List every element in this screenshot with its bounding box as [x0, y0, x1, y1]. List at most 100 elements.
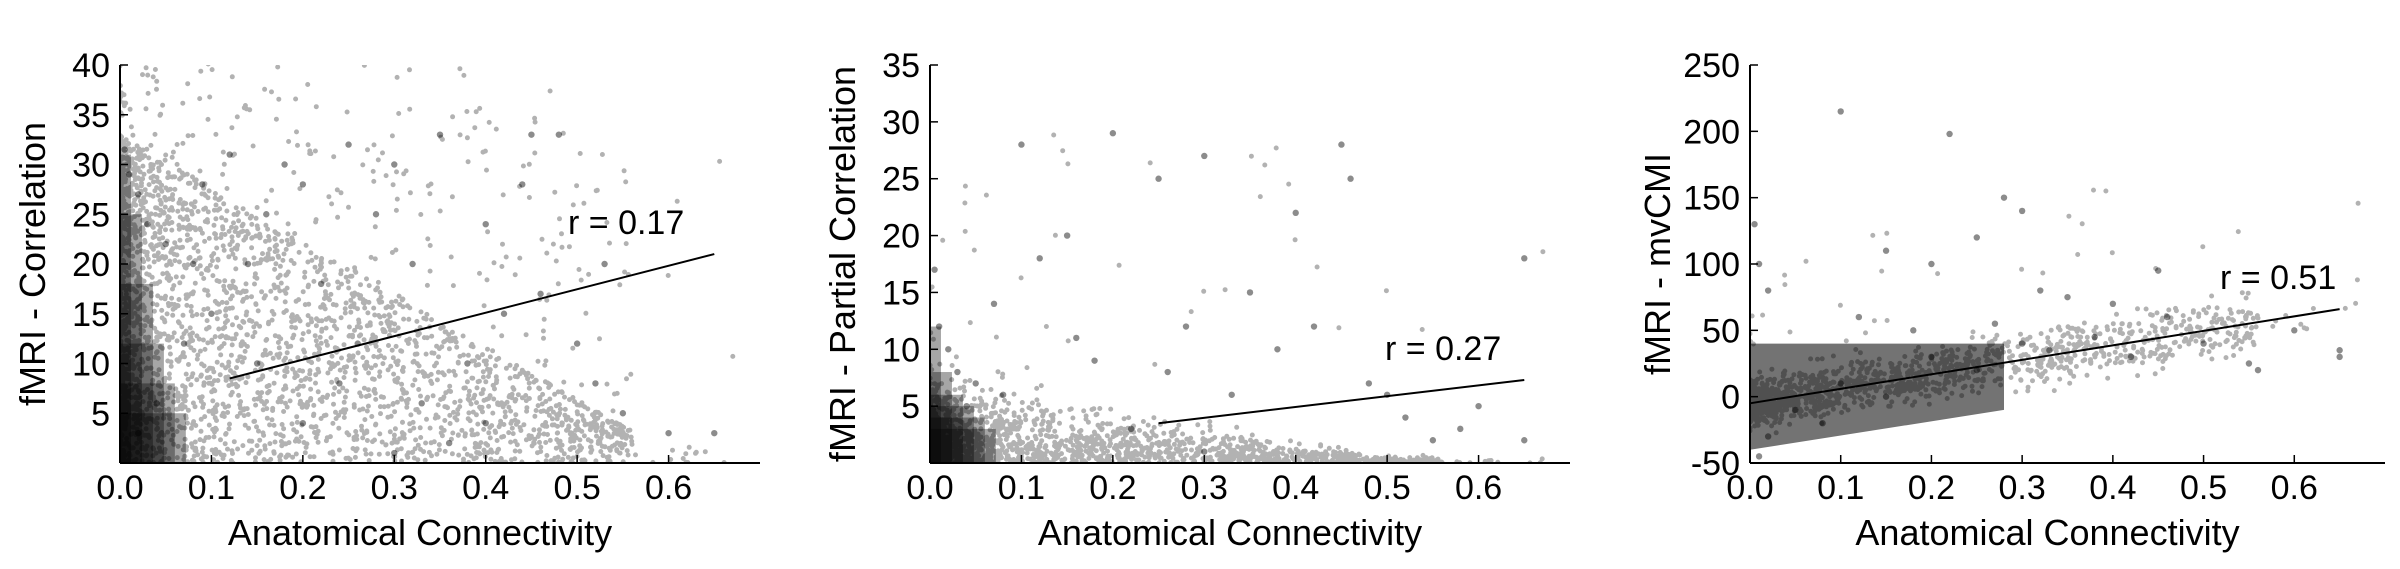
data-point: [1973, 366, 1980, 374]
data-point: [665, 429, 672, 437]
regression-line: [1749, 308, 2340, 405]
data-point: [1973, 234, 1980, 241]
data-point: [1347, 175, 1354, 182]
data-point: [1246, 289, 1254, 296]
dense-core: [930, 428, 996, 463]
data-point: [1402, 414, 1409, 421]
data-point: [1228, 391, 1235, 398]
data-point: [2109, 300, 2117, 307]
data-point: [537, 290, 544, 298]
data-point: [931, 266, 938, 273]
data-point: [1429, 437, 1437, 444]
data-point: [711, 429, 718, 437]
data-point: [619, 410, 627, 417]
y-tick-label: 20: [882, 218, 920, 256]
data-point: [1310, 323, 1318, 330]
data-point: [1091, 357, 1098, 364]
data-point: [436, 131, 444, 138]
y-tick-label: 35: [72, 97, 110, 135]
y-tick-label: 10: [72, 346, 110, 384]
correlation-annotation: r = 0.51: [2220, 259, 2336, 297]
data-point: [1164, 368, 1171, 376]
data-point: [2018, 340, 2026, 347]
data-point: [1910, 327, 1917, 334]
point-cloud: [930, 132, 1546, 463]
x-tick-label: 0.3: [1999, 469, 2046, 507]
data-point: [1819, 420, 1826, 427]
data-point: [1991, 320, 1999, 327]
x-tick-label: 0.5: [554, 469, 601, 507]
point-cloud-dots: [930, 132, 1546, 463]
x-tick-label: 0.0: [1726, 469, 1773, 507]
y-tick-label: 0: [1721, 379, 1740, 417]
data-point: [945, 346, 952, 353]
data-point: [1792, 406, 1799, 414]
x-axis-title: Anatomical Connectivity: [228, 512, 612, 553]
data-point: [345, 141, 352, 148]
x-axis-title: Anatomical Connectivity: [1038, 512, 1422, 553]
data-point: [990, 300, 998, 307]
data-point: [2200, 340, 2207, 347]
data-point: [1837, 108, 1844, 115]
data-point: [135, 191, 142, 198]
data-point: [1882, 247, 1890, 254]
data-point: [972, 380, 979, 387]
y-tick-label: 200: [1683, 113, 1740, 151]
data-point: [199, 181, 206, 188]
y-tick-label: 25: [882, 161, 920, 199]
data-point: [445, 439, 453, 447]
data-point: [1109, 130, 1117, 137]
data-point: [317, 280, 325, 288]
data-point: [189, 260, 197, 268]
x-tick-label: 0.4: [1272, 469, 1319, 507]
dense-core: [120, 383, 175, 463]
data-point: [2037, 287, 2044, 294]
y-tick-label: 5: [901, 388, 920, 426]
data-point: [1365, 380, 1373, 387]
data-point: [391, 449, 398, 457]
y-tick-label: 100: [1683, 246, 1740, 284]
data-point: [1521, 255, 1528, 262]
y-tick-label: 150: [1683, 180, 1740, 218]
point-cloud: [120, 65, 736, 463]
data-point: [2291, 327, 2298, 334]
data-point: [391, 161, 398, 168]
x-tick-label: 0.2: [279, 469, 326, 507]
data-point: [244, 260, 252, 268]
data-point: [2336, 347, 2343, 354]
data-point: [336, 380, 343, 387]
data-point: [1837, 380, 1844, 387]
data-point: [1457, 425, 1464, 433]
dense-core: [930, 326, 941, 463]
y-axis-title: fMRI - Partial Correlation: [822, 66, 863, 462]
x-tick-label: 0.6: [1455, 469, 1502, 507]
data-point: [1155, 175, 1162, 182]
data-point: [464, 360, 471, 367]
y-axis-title: fMRI - mvCMI: [1637, 153, 1678, 375]
x-tick-label: 0.3: [1181, 469, 1228, 507]
x-tick-label: 0.5: [1364, 469, 1411, 507]
data-point: [555, 131, 563, 138]
data-point: [1755, 453, 1763, 460]
y-tick-label: 30: [72, 147, 110, 185]
x-tick-label: 0.4: [462, 469, 509, 507]
data-point: [1036, 255, 1043, 262]
x-tick-label: 0.2: [1908, 469, 1955, 507]
x-tick-label: 0.0: [906, 469, 953, 507]
data-point: [2000, 194, 2008, 201]
scatter-panel-1: 0.0 0.1 0.2 0.3 0.4 0.5 0.6 5 10 15 20 25 30 35 40 Anat…: [12, 47, 760, 553]
data-point: [1946, 130, 1953, 138]
data-point: [2245, 360, 2253, 367]
dense-band: [1750, 343, 2004, 450]
x-tick-label: 0.6: [2271, 469, 2318, 507]
x-tick-label: 0.3: [371, 469, 418, 507]
data-point: [153, 400, 160, 407]
data-point: [135, 429, 142, 437]
y-tick-label: 25: [72, 196, 110, 234]
data-point: [954, 368, 961, 376]
data-point: [1201, 448, 1208, 455]
data-point: [2046, 347, 2053, 354]
y-tick-label: 35: [882, 47, 920, 85]
data-point: [1475, 402, 1482, 410]
dense-core: [930, 372, 952, 463]
